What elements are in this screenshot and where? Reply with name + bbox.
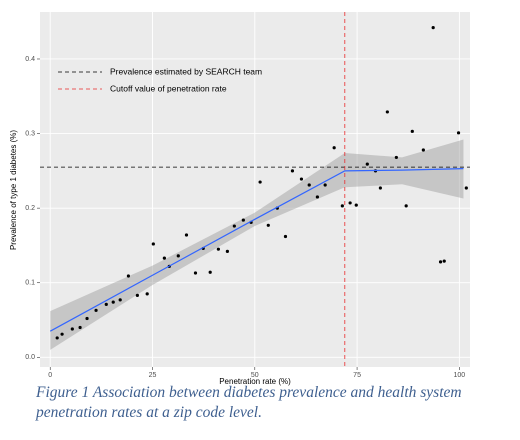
legend-label: Prevalence estimated by SEARCH team (110, 66, 262, 76)
point (111, 300, 115, 304)
point (410, 129, 414, 133)
point (442, 259, 446, 263)
point (118, 298, 122, 302)
point (126, 274, 130, 278)
x-axis-title: Penetration rate (%) (219, 377, 291, 386)
figure-caption: Figure 1 Association between diabetes pr… (36, 384, 462, 421)
x-tick-label: 50 (251, 372, 259, 379)
point (323, 183, 327, 187)
point (85, 316, 89, 321)
point (354, 203, 358, 207)
y-tick-label: 0.0 (25, 354, 35, 361)
point (145, 292, 149, 296)
point (404, 204, 408, 208)
point (385, 110, 389, 114)
confidence-band (50, 139, 464, 350)
fit-line (49, 168, 464, 332)
x-tick-label: 75 (353, 372, 361, 379)
point (464, 186, 468, 190)
x-tick-label: 100 (454, 372, 466, 379)
point (365, 162, 369, 166)
point (283, 234, 288, 239)
point (431, 26, 435, 30)
point (258, 180, 262, 184)
point (456, 131, 461, 135)
point (135, 293, 139, 298)
y-tick-label: 0.2 (25, 205, 35, 212)
point (225, 249, 229, 254)
point (55, 336, 59, 340)
point (378, 186, 382, 190)
point (290, 169, 295, 173)
point (176, 254, 180, 258)
legend-label: Cutoff value of penetration rate (110, 83, 227, 93)
point (70, 327, 74, 331)
point (94, 308, 98, 312)
point (340, 204, 344, 208)
point (299, 177, 304, 181)
point (216, 247, 220, 251)
y-axis-title: Prevalence of type 1 diabetes (%) (9, 130, 18, 250)
point (421, 148, 425, 152)
point (60, 332, 64, 336)
point (78, 325, 82, 330)
point (104, 302, 108, 306)
y-tick-label: 0.4 (25, 56, 35, 63)
point (438, 260, 443, 264)
point (315, 195, 319, 199)
point (232, 224, 236, 228)
x-tick-label: 0 (48, 372, 52, 379)
point (307, 183, 311, 187)
point (151, 242, 155, 246)
point (184, 233, 189, 237)
y-tick-label: 0.1 (25, 280, 35, 287)
point (394, 155, 398, 160)
point (266, 223, 270, 227)
point (332, 146, 336, 150)
y-tick-label: 0.3 (25, 130, 35, 137)
point (208, 270, 212, 274)
x-tick-label: 25 (149, 372, 157, 379)
point (241, 218, 245, 222)
point (348, 201, 352, 205)
point (162, 256, 166, 260)
point (193, 271, 198, 275)
